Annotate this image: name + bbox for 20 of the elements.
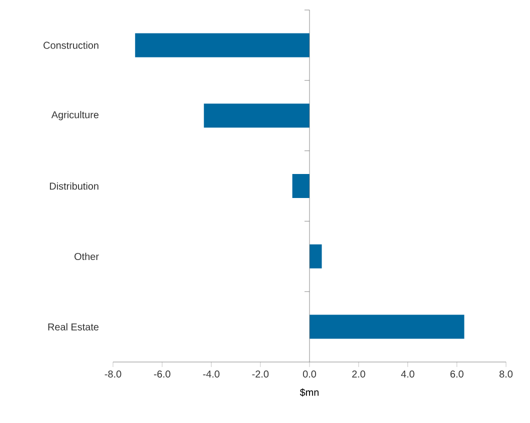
y-tick-label: Construction [44,42,98,49]
y-tick-label: Agriculture [51,110,99,120]
x-tick-label: 8.0 [500,370,513,378]
x-tick-label: 0.0 [302,370,316,378]
x-tick-label: 6.0 [450,370,464,378]
x-tick-label: 4.0 [401,370,414,378]
y-tick-label: Real Estate [48,323,99,330]
x-tick-label: -2.0 [252,370,269,378]
x-tick-label: -4.0 [203,370,220,378]
bar [310,244,322,268]
x-tick-label: -6.0 [154,370,170,378]
bar [310,314,464,339]
y-tick-label: Other [74,252,99,260]
bar [204,104,310,128]
y-tick-label: Distribution [50,182,98,190]
x-tick-label: 2.0 [352,370,366,378]
x-tick-label: -8.0 [104,370,122,378]
x-axis-title: $mn [300,388,319,396]
bar [135,33,310,58]
bar [292,174,310,198]
